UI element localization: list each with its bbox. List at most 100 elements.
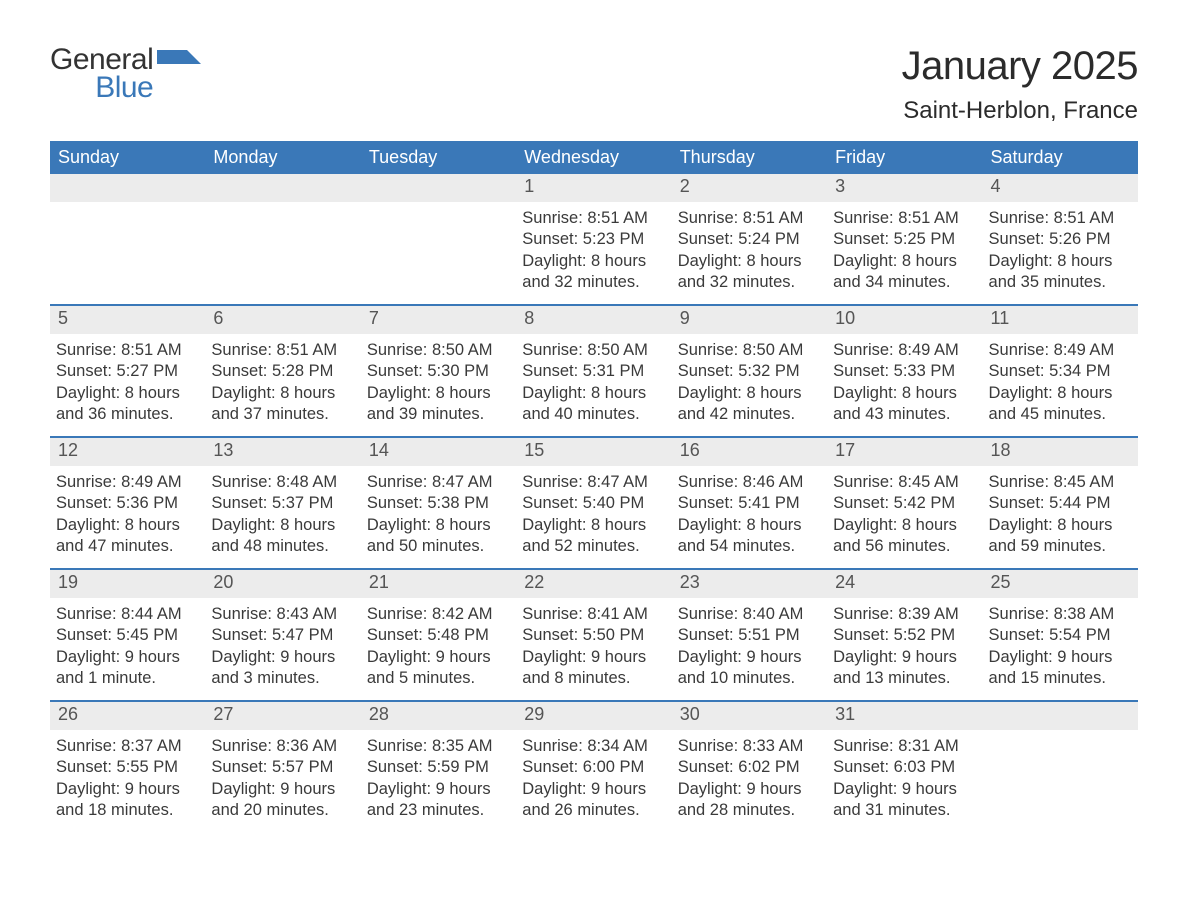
page-header: General Blue January 2025 Saint-Herblon,… xyxy=(50,44,1138,135)
daylight-line-2: and 42 minutes. xyxy=(678,404,819,425)
day-number: 29 xyxy=(516,702,671,730)
day-number: 25 xyxy=(983,570,1138,598)
sunset-line: Sunset: 5:52 PM xyxy=(833,625,974,646)
sunset-line: Sunset: 5:59 PM xyxy=(367,757,508,778)
location-subtitle: Saint-Herblon, France xyxy=(902,97,1138,125)
sunrise-line: Sunrise: 8:51 AM xyxy=(56,340,197,361)
day-cell: 21Sunrise: 8:42 AMSunset: 5:48 PMDayligh… xyxy=(361,570,516,700)
day-cell: 17Sunrise: 8:45 AMSunset: 5:42 PMDayligh… xyxy=(827,438,982,568)
sunset-line: Sunset: 5:48 PM xyxy=(367,625,508,646)
daylight-line-2: and 32 minutes. xyxy=(522,272,663,293)
sunset-line: Sunset: 6:03 PM xyxy=(833,757,974,778)
day-body: Sunrise: 8:49 AMSunset: 5:33 PMDaylight:… xyxy=(827,334,982,434)
weekday-header-cell: Tuesday xyxy=(361,141,516,174)
sunset-line: Sunset: 5:55 PM xyxy=(56,757,197,778)
day-body xyxy=(205,202,360,216)
sunset-line: Sunset: 5:47 PM xyxy=(211,625,352,646)
daylight-line-1: Daylight: 8 hours xyxy=(211,515,352,536)
sunset-line: Sunset: 5:24 PM xyxy=(678,229,819,250)
day-cell xyxy=(205,174,360,304)
daylight-line-2: and 40 minutes. xyxy=(522,404,663,425)
sunrise-line: Sunrise: 8:50 AM xyxy=(367,340,508,361)
day-number: 1 xyxy=(516,174,671,202)
sunset-line: Sunset: 5:57 PM xyxy=(211,757,352,778)
day-cell xyxy=(361,174,516,304)
daylight-line-2: and 15 minutes. xyxy=(989,668,1130,689)
day-number: 5 xyxy=(50,306,205,334)
daylight-line-1: Daylight: 8 hours xyxy=(833,251,974,272)
sunrise-line: Sunrise: 8:44 AM xyxy=(56,604,197,625)
week-row: 26Sunrise: 8:37 AMSunset: 5:55 PMDayligh… xyxy=(50,700,1138,832)
day-cell xyxy=(983,702,1138,832)
daylight-line-2: and 13 minutes. xyxy=(833,668,974,689)
daylight-line-1: Daylight: 9 hours xyxy=(678,647,819,668)
day-cell: 23Sunrise: 8:40 AMSunset: 5:51 PMDayligh… xyxy=(672,570,827,700)
sunrise-line: Sunrise: 8:38 AM xyxy=(989,604,1130,625)
day-cell: 16Sunrise: 8:46 AMSunset: 5:41 PMDayligh… xyxy=(672,438,827,568)
daylight-line-1: Daylight: 9 hours xyxy=(989,647,1130,668)
day-body: Sunrise: 8:51 AMSunset: 5:25 PMDaylight:… xyxy=(827,202,982,302)
day-cell: 8Sunrise: 8:50 AMSunset: 5:31 PMDaylight… xyxy=(516,306,671,436)
daylight-line-2: and 37 minutes. xyxy=(211,404,352,425)
daylight-line-1: Daylight: 8 hours xyxy=(833,515,974,536)
calendar-grid: Sunday Monday Tuesday Wednesday Thursday… xyxy=(50,141,1138,832)
daylight-line-2: and 20 minutes. xyxy=(211,800,352,821)
title-block: January 2025 Saint-Herblon, France xyxy=(902,44,1138,135)
day-body: Sunrise: 8:51 AMSunset: 5:23 PMDaylight:… xyxy=(516,202,671,302)
day-body: Sunrise: 8:45 AMSunset: 5:44 PMDaylight:… xyxy=(983,466,1138,566)
day-cell: 5Sunrise: 8:51 AMSunset: 5:27 PMDaylight… xyxy=(50,306,205,436)
sunset-line: Sunset: 5:30 PM xyxy=(367,361,508,382)
sunrise-line: Sunrise: 8:45 AM xyxy=(989,472,1130,493)
daylight-line-2: and 36 minutes. xyxy=(56,404,197,425)
weekday-header-cell: Thursday xyxy=(672,141,827,174)
day-body: Sunrise: 8:38 AMSunset: 5:54 PMDaylight:… xyxy=(983,598,1138,698)
day-cell: 25Sunrise: 8:38 AMSunset: 5:54 PMDayligh… xyxy=(983,570,1138,700)
daylight-line-2: and 59 minutes. xyxy=(989,536,1130,557)
sunrise-line: Sunrise: 8:46 AM xyxy=(678,472,819,493)
sunset-line: Sunset: 5:44 PM xyxy=(989,493,1130,514)
sunset-line: Sunset: 5:31 PM xyxy=(522,361,663,382)
day-number: 2 xyxy=(672,174,827,202)
day-body: Sunrise: 8:34 AMSunset: 6:00 PMDaylight:… xyxy=(516,730,671,830)
sunset-line: Sunset: 5:42 PM xyxy=(833,493,974,514)
day-cell: 13Sunrise: 8:48 AMSunset: 5:37 PMDayligh… xyxy=(205,438,360,568)
day-body: Sunrise: 8:51 AMSunset: 5:27 PMDaylight:… xyxy=(50,334,205,434)
daylight-line-1: Daylight: 8 hours xyxy=(989,515,1130,536)
day-cell: 15Sunrise: 8:47 AMSunset: 5:40 PMDayligh… xyxy=(516,438,671,568)
sunset-line: Sunset: 5:50 PM xyxy=(522,625,663,646)
daylight-line-2: and 5 minutes. xyxy=(367,668,508,689)
daylight-line-1: Daylight: 9 hours xyxy=(522,647,663,668)
week-row: 12Sunrise: 8:49 AMSunset: 5:36 PMDayligh… xyxy=(50,436,1138,568)
sunset-line: Sunset: 5:34 PM xyxy=(989,361,1130,382)
daylight-line-1: Daylight: 9 hours xyxy=(56,647,197,668)
day-cell: 24Sunrise: 8:39 AMSunset: 5:52 PMDayligh… xyxy=(827,570,982,700)
day-number: 6 xyxy=(205,306,360,334)
week-row: 19Sunrise: 8:44 AMSunset: 5:45 PMDayligh… xyxy=(50,568,1138,700)
day-cell xyxy=(50,174,205,304)
sunrise-line: Sunrise: 8:42 AM xyxy=(367,604,508,625)
sunrise-line: Sunrise: 8:51 AM xyxy=(678,208,819,229)
daylight-line-1: Daylight: 9 hours xyxy=(678,779,819,800)
day-number: 26 xyxy=(50,702,205,730)
brand-word2: Blue xyxy=(50,72,153,104)
daylight-line-2: and 56 minutes. xyxy=(833,536,974,557)
sunrise-line: Sunrise: 8:39 AM xyxy=(833,604,974,625)
day-body: Sunrise: 8:33 AMSunset: 6:02 PMDaylight:… xyxy=(672,730,827,830)
sunrise-line: Sunrise: 8:49 AM xyxy=(56,472,197,493)
sunrise-line: Sunrise: 8:47 AM xyxy=(522,472,663,493)
daylight-line-1: Daylight: 9 hours xyxy=(211,779,352,800)
daylight-line-2: and 52 minutes. xyxy=(522,536,663,557)
daylight-line-2: and 45 minutes. xyxy=(989,404,1130,425)
day-cell: 27Sunrise: 8:36 AMSunset: 5:57 PMDayligh… xyxy=(205,702,360,832)
day-body: Sunrise: 8:50 AMSunset: 5:31 PMDaylight:… xyxy=(516,334,671,434)
sunrise-line: Sunrise: 8:40 AM xyxy=(678,604,819,625)
daylight-line-2: and 23 minutes. xyxy=(367,800,508,821)
sunrise-line: Sunrise: 8:48 AM xyxy=(211,472,352,493)
day-number: 30 xyxy=(672,702,827,730)
sunrise-line: Sunrise: 8:33 AM xyxy=(678,736,819,757)
weekday-header-row: Sunday Monday Tuesday Wednesday Thursday… xyxy=(50,141,1138,174)
day-body: Sunrise: 8:51 AMSunset: 5:26 PMDaylight:… xyxy=(983,202,1138,302)
daylight-line-1: Daylight: 8 hours xyxy=(678,251,819,272)
daylight-line-1: Daylight: 9 hours xyxy=(833,779,974,800)
day-body: Sunrise: 8:49 AMSunset: 5:34 PMDaylight:… xyxy=(983,334,1138,434)
